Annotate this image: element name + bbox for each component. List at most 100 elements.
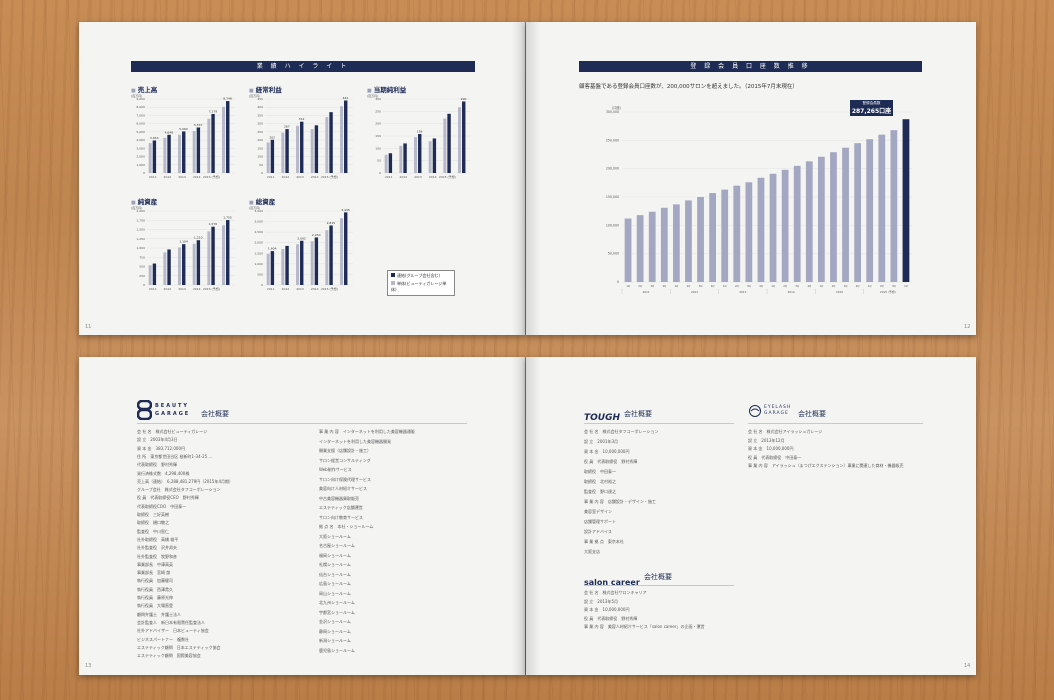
mini-chart: (百万円)300 250 200 150 100 50 0 2011 2012 158 2013 20…	[367, 94, 471, 179]
bar-standalone	[192, 243, 196, 285]
data-label: 267	[284, 125, 290, 129]
info-row: 会 社 名 株式会社サロンキャリア	[584, 590, 647, 595]
unit-label: (百万円)	[131, 94, 142, 98]
data-label: 1,104	[179, 240, 188, 244]
bar-consolidated	[403, 143, 407, 173]
year-label: 2011	[149, 287, 157, 291]
x-tick-label: 2Q	[735, 284, 739, 288]
bar	[745, 182, 753, 282]
bar	[890, 130, 898, 282]
bar-standalone	[163, 252, 167, 285]
bar-standalone	[340, 218, 344, 285]
tick-label: 400	[257, 105, 263, 109]
x-tick-label: 4Q	[856, 284, 860, 288]
info-row: 岡山ショールーム	[319, 590, 351, 596]
total-members-callout: 登録会員数 287,265口座	[850, 100, 893, 116]
info-row: 北九州ショールーム	[319, 600, 355, 605]
bar-standalone	[192, 131, 196, 173]
data-label: 5,060	[179, 127, 188, 131]
bar-consolidated	[388, 153, 393, 173]
x-tick-label: 1Q	[626, 284, 630, 288]
tick-label: 1,250	[136, 237, 145, 241]
data-label: 290	[461, 97, 467, 101]
info-row: 事 業 内 容 美容人材紹介サービス「salon career」の企画・運営	[584, 624, 705, 629]
tick-label: 8,000	[136, 105, 145, 109]
year-label: 2015 (予想)	[321, 286, 338, 291]
bar-consolidated	[344, 212, 348, 285]
info-row: 執行役員 加藤健司	[137, 578, 173, 584]
year-label: 2014	[788, 290, 795, 294]
info-row: 新潟ショールーム	[319, 638, 351, 643]
x-tick-label: 1Q	[771, 284, 775, 288]
bar	[709, 193, 717, 282]
tick-label: 4,000	[136, 138, 145, 142]
info-row: 住 所 東京都世田谷区 桜新町1-34-25 ...	[137, 453, 213, 459]
tick-label: 200	[257, 138, 263, 142]
year-label: 2013	[414, 175, 422, 179]
bar	[805, 161, 813, 282]
info-row: Web制作サービス	[319, 467, 352, 472]
bar-standalone	[296, 125, 300, 173]
company-overview-heading: 会社概要	[201, 410, 229, 418]
tick-label: 150,000	[606, 195, 619, 199]
bar-standalone	[222, 225, 226, 285]
bar-consolidated	[167, 134, 171, 173]
mini-chart: (百万円)2,000 1,750 1,500 1,250 1,000 750 500 250 0…	[131, 206, 235, 291]
info-row: 取締役 三好英樹	[137, 512, 169, 517]
bar	[636, 215, 644, 282]
info-row: エステティック店舗運営	[319, 505, 363, 510]
bar	[648, 211, 656, 282]
bar-standalone	[310, 129, 314, 173]
bar-standalone	[266, 253, 270, 285]
divider	[137, 423, 467, 424]
data-label: 158	[417, 130, 423, 134]
page-number: 14	[964, 663, 971, 669]
bar-consolidated	[329, 112, 333, 173]
x-tick-label: 4Q	[759, 284, 763, 288]
tick-label: 150	[375, 134, 381, 138]
tick-label: 2,500	[254, 230, 263, 234]
tick-label: 250	[139, 274, 145, 278]
info-row: 取締役 北村裕之	[584, 479, 616, 484]
page-number: 12	[964, 324, 971, 330]
info-row: 拠 点 名 本社・ショールーム	[319, 524, 374, 529]
highlight-page: 業 績 ハ イ ラ イ ト 売上高(百万円)9,0008,0007,0006,0…	[79, 22, 525, 335]
bar-consolidated	[300, 121, 304, 173]
data-label: 8,748	[223, 97, 232, 101]
info-row: 設 立 2013年12月	[748, 437, 785, 443]
tick-label: 0	[143, 283, 145, 287]
tick-label: 500	[139, 265, 145, 269]
eyelash-garage-logo: EYELASH GARAGE	[748, 403, 790, 422]
data-label: 1,576	[209, 222, 218, 226]
bar	[902, 119, 910, 283]
bar	[660, 207, 668, 282]
unit-label: (百万円)	[249, 206, 260, 210]
tick-label: 50	[259, 163, 263, 167]
mini-chart-title: 経常利益	[249, 84, 282, 94]
mini-chart: (百万円)450 400 350 300 250 200 150 100 50 0 202 2011 2…	[249, 94, 353, 179]
info-row: 執行役員 西澤貴久	[137, 586, 173, 592]
data-label: 1,210	[194, 236, 203, 240]
year-label: 2012	[691, 290, 698, 294]
info-row: 社外取締役 高橋 雄平	[137, 536, 179, 542]
info-row: サロン向け教育サービス	[319, 514, 363, 520]
year-label: 2014	[193, 287, 201, 291]
info-row: 宇都宮ショールーム	[319, 609, 355, 615]
tick-label: 0	[143, 171, 145, 175]
divider	[584, 585, 734, 586]
info-row: 設 立 2001年3月	[584, 439, 618, 444]
bar	[878, 134, 886, 282]
tick-label: 450	[257, 97, 263, 101]
year-label: 2013	[296, 287, 304, 291]
info-row: 社外監査役 牧野和彦	[137, 553, 177, 559]
unit-label: (百万円)	[249, 94, 260, 98]
tick-label: 1,000	[254, 262, 263, 266]
tick-label: 0	[617, 280, 619, 284]
divider	[748, 423, 923, 424]
mini-chart: (百万円)3,500 3,000 2,500 2,000 1,500 1,000 500 0 1…	[249, 206, 353, 291]
tick-label: 0	[261, 283, 263, 287]
info-row: エステティック顧問 日本エステティック協会	[137, 644, 221, 650]
year-label: 2014	[193, 175, 201, 179]
bar-consolidated	[182, 131, 186, 173]
year-label: 2015 (予想)	[439, 174, 456, 179]
